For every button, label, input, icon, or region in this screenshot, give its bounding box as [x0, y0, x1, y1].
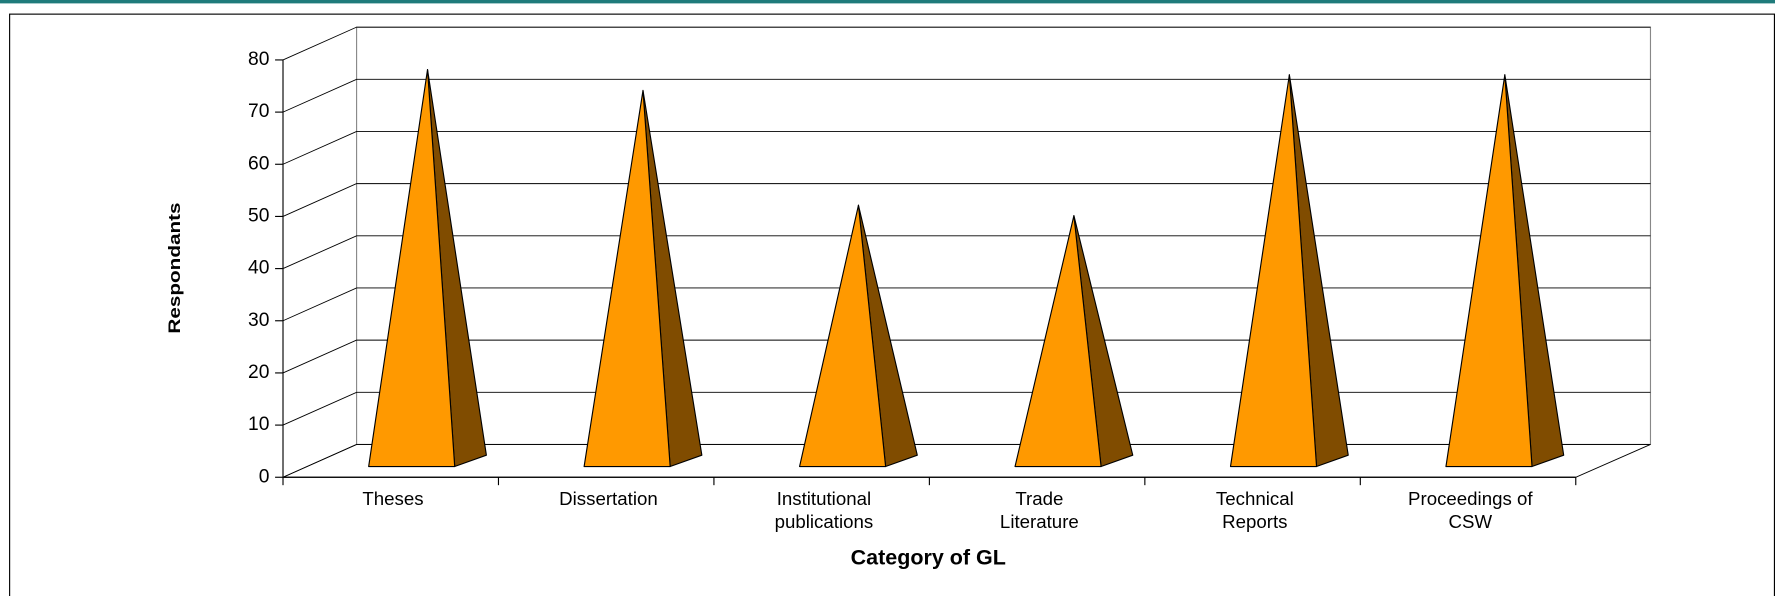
pyramid-front [368, 69, 456, 468]
y-tick-label: 10 [248, 414, 269, 435]
x-tick-label: Dissertation [559, 488, 658, 509]
pyramid [1445, 74, 1565, 468]
pyramid-front [799, 204, 887, 468]
y-tick-label: 0 [259, 466, 270, 487]
y-tick-label: 60 [248, 153, 269, 174]
x-axis-title: Category of GL [851, 545, 1006, 569]
pyramid [1229, 74, 1349, 468]
pyramid [799, 204, 918, 468]
grid-line [282, 78, 1651, 113]
y-tick-label: 30 [248, 310, 269, 331]
x-tick-label: Institutional publications [775, 488, 874, 532]
grid-line [282, 391, 1651, 426]
pyramid-front [1229, 74, 1318, 468]
y-tick-label: 40 [248, 258, 269, 279]
pyramid-front [1014, 215, 1102, 468]
floor [282, 444, 1651, 478]
x-tick-label: Trade Literature [1000, 488, 1079, 532]
grid-line [282, 131, 1651, 165]
pyramid [368, 69, 487, 468]
grid-line [282, 26, 1651, 61]
x-tick-label: Proceedings of CSW [1408, 488, 1533, 532]
y-axis-title: Respondants [165, 202, 184, 333]
pyramid-front [1445, 74, 1533, 468]
grid-line [282, 235, 1651, 270]
grid-line [282, 287, 1651, 322]
grid-line [282, 339, 1651, 374]
grid-line [282, 183, 1651, 217]
grid-line [282, 444, 1651, 478]
pyramid [583, 89, 703, 468]
y-tick-label: 70 [248, 101, 269, 122]
y-tick-label: 50 [248, 206, 269, 227]
x-tick-label: Theses [362, 488, 423, 509]
pyramid-front [583, 89, 671, 468]
pyramid [1014, 215, 1134, 468]
y-tick-label: 80 [248, 49, 269, 70]
x-tick-label: Technical Reports [1216, 488, 1294, 532]
y-tick-label: 20 [248, 362, 269, 383]
top-border [0, 0, 1775, 4]
